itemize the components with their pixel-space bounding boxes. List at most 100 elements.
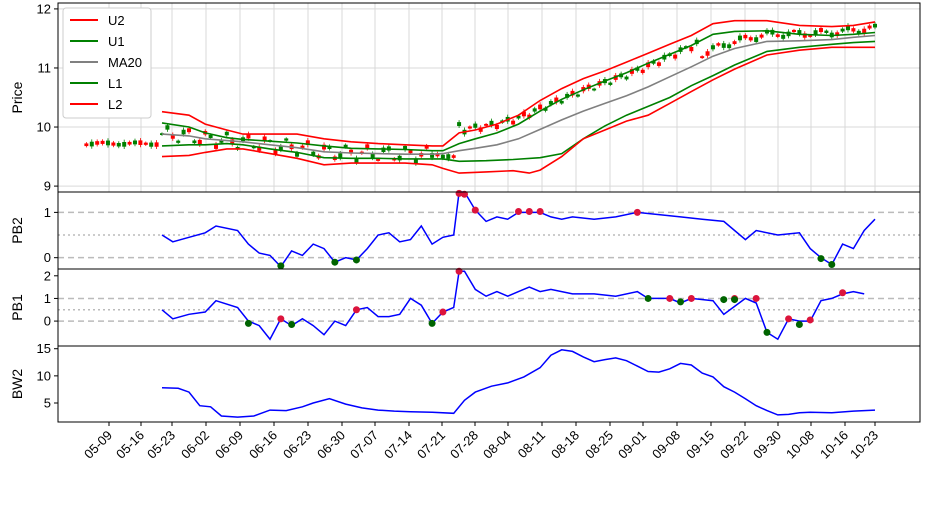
candle-body bbox=[424, 145, 429, 149]
candle-body bbox=[105, 140, 110, 146]
candle-body bbox=[689, 46, 694, 52]
candle-body bbox=[89, 141, 94, 147]
candle-body bbox=[754, 37, 759, 42]
marker-red bbox=[633, 208, 641, 216]
marker-green bbox=[828, 260, 836, 268]
y-tick-label: 0 bbox=[44, 250, 51, 265]
panel-price: 9 10 11 12 Price bbox=[9, 1, 921, 194]
candle-body bbox=[187, 128, 192, 133]
candle-body bbox=[116, 142, 121, 147]
y-tick-label: 10 bbox=[37, 368, 51, 383]
series-line-u1 bbox=[161, 29, 876, 152]
candle-body bbox=[527, 114, 532, 119]
candle-body bbox=[354, 157, 359, 163]
marker-green bbox=[795, 320, 803, 328]
candle-body bbox=[640, 69, 645, 73]
y-tick-label: 5 bbox=[44, 396, 51, 411]
candle-body bbox=[84, 143, 89, 147]
candle-body bbox=[214, 144, 219, 149]
candle-body bbox=[370, 153, 375, 158]
candle-body bbox=[565, 93, 570, 98]
candle-body bbox=[170, 134, 175, 139]
marker-green bbox=[763, 328, 771, 336]
candle-body bbox=[197, 139, 202, 145]
marker-red bbox=[687, 294, 695, 302]
marker-green bbox=[644, 294, 652, 302]
candle-body bbox=[845, 25, 850, 31]
candle-body bbox=[478, 127, 483, 132]
series-line-l1 bbox=[161, 40, 876, 163]
line-pb1 bbox=[161, 270, 865, 341]
candle-body bbox=[446, 154, 451, 159]
candle-body bbox=[451, 155, 456, 158]
y-tick-label: 15 bbox=[37, 341, 51, 356]
panel-pb2: 0 1 PB2 bbox=[9, 189, 921, 270]
candle-body bbox=[111, 142, 116, 146]
candle-body bbox=[343, 144, 348, 148]
candle-body bbox=[413, 158, 418, 164]
candle-body bbox=[473, 123, 478, 128]
candle-body bbox=[278, 145, 283, 151]
candle-body bbox=[257, 146, 262, 151]
candle-body bbox=[122, 141, 127, 147]
candle-body bbox=[127, 141, 132, 145]
candle-body bbox=[575, 94, 580, 97]
panel-frame bbox=[57, 345, 921, 423]
marker-green bbox=[288, 320, 296, 328]
candle-body bbox=[284, 138, 289, 141]
marker-red bbox=[752, 294, 760, 302]
candle-body bbox=[457, 122, 462, 127]
candle-body bbox=[295, 152, 300, 157]
marker-red bbox=[785, 315, 793, 323]
marker-red bbox=[439, 308, 447, 316]
candle-body bbox=[246, 133, 251, 139]
candle-body bbox=[95, 141, 100, 145]
marker-green bbox=[244, 319, 252, 327]
candle-body bbox=[651, 60, 656, 64]
candle-body bbox=[808, 34, 813, 37]
candle-body bbox=[376, 159, 381, 161]
candle-body bbox=[548, 101, 553, 105]
y-tick-label: 2 bbox=[44, 268, 51, 283]
legend: U2 U1 MA20 L1 L2 bbox=[62, 7, 152, 119]
panel-pb1: 0 1 2 PB1 bbox=[9, 267, 921, 347]
candle-body bbox=[149, 142, 154, 147]
candle-body bbox=[430, 153, 435, 158]
candle-body bbox=[856, 30, 861, 35]
marker-green bbox=[331, 258, 339, 266]
candle-body bbox=[143, 142, 148, 145]
panel-background bbox=[58, 269, 920, 346]
y-tick-label: 1 bbox=[44, 205, 51, 220]
candle-body bbox=[559, 100, 564, 104]
candle-body bbox=[408, 150, 413, 154]
candle-body bbox=[219, 139, 224, 143]
candle-body bbox=[365, 144, 370, 149]
candle-body bbox=[710, 45, 715, 50]
candle-body bbox=[716, 43, 721, 46]
legend-label-u1: U1 bbox=[108, 34, 125, 49]
marker-red bbox=[471, 206, 479, 214]
candle-body bbox=[862, 28, 867, 34]
y-tick-label: 12 bbox=[37, 1, 51, 16]
candle-body bbox=[192, 140, 197, 144]
candle-body bbox=[570, 90, 575, 96]
candle-body bbox=[727, 44, 732, 49]
candle-body bbox=[608, 82, 613, 85]
candle-body bbox=[435, 153, 440, 157]
candle-body bbox=[521, 111, 526, 117]
candle-body bbox=[624, 76, 629, 80]
candle-body bbox=[629, 69, 634, 74]
candle-body bbox=[300, 145, 305, 149]
candle-body bbox=[824, 30, 829, 33]
candle-body bbox=[511, 120, 516, 125]
candle-body bbox=[705, 51, 710, 56]
candle-body bbox=[467, 126, 472, 129]
candle-body bbox=[743, 34, 748, 39]
candle-body bbox=[802, 33, 807, 38]
candle-body bbox=[700, 56, 705, 59]
candle-body bbox=[489, 120, 494, 126]
legend-label-l1: L1 bbox=[108, 76, 122, 91]
candle-body bbox=[100, 140, 105, 144]
candle-body bbox=[327, 145, 332, 150]
